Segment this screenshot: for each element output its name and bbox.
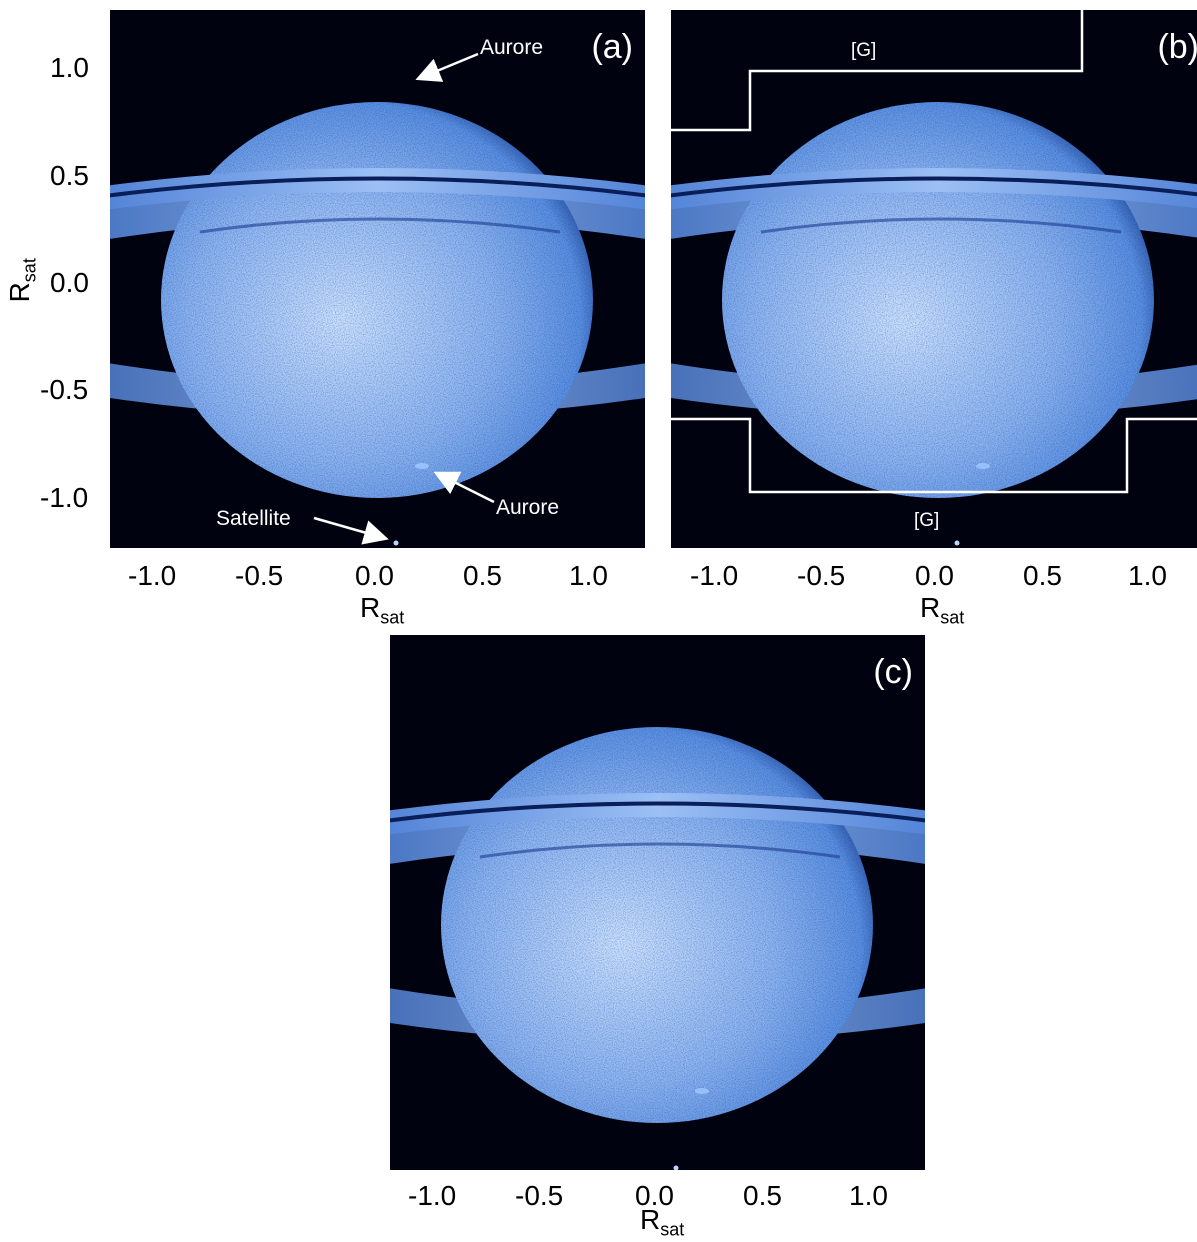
y-tick-label: -0.5 <box>40 374 89 405</box>
x-tick-label: -0.5 <box>515 1180 564 1211</box>
region-bottom-outline <box>671 417 1197 494</box>
annotation-satellite: Satellite <box>216 507 291 530</box>
annotation-arrows-a <box>313 52 495 545</box>
y-tick-label: -1.0 <box>40 482 89 513</box>
saturn-image-b <box>671 102 1197 546</box>
x-tick-label: 1.0 <box>1128 560 1167 591</box>
image-panel-a: (a) Aurore Aurore Satellite <box>110 10 645 548</box>
y-tick-label: 0.0 <box>50 267 89 298</box>
x-tick-label: 0.0 <box>355 560 394 591</box>
region-outline-b <box>671 10 1197 494</box>
image-panel-b: (b) [G] [G] <box>671 10 1197 548</box>
x-tick-label: 0.0 <box>635 1180 674 1211</box>
arrow-satellite <box>313 516 389 545</box>
arrow-aurora-bottom <box>433 471 495 504</box>
x-tick-label: -1.0 <box>690 560 739 591</box>
x-axis-label-b: Rsat <box>920 592 965 628</box>
region-label-top: [G] <box>851 40 877 61</box>
x-tick-label: 0.5 <box>1023 560 1062 591</box>
x-tick-label: 0.5 <box>743 1180 782 1211</box>
y-tick-label: 1.0 <box>50 52 89 83</box>
x-axis-label-c: Rsat <box>640 1204 685 1240</box>
annotation-aurora-top: Aurore <box>480 36 544 59</box>
x-tick-label: 1.0 <box>569 560 608 591</box>
x-tick-label: -1.0 <box>408 1180 457 1211</box>
panel-letter-b: (b) <box>1157 28 1197 66</box>
x-tick-label: 0.0 <box>915 560 954 591</box>
x-tick-label: -0.5 <box>797 560 846 591</box>
region-top-outline <box>671 10 1084 132</box>
region-label-bottom: [G] <box>914 510 940 531</box>
x-axis-label-a: Rsat <box>360 592 405 628</box>
annotation-aurora-bottom: Aurore <box>496 496 560 519</box>
y-tick-label: 0.5 <box>50 160 89 191</box>
x-tick-label: 1.0 <box>849 1180 888 1211</box>
saturn-image-c <box>390 727 925 1170</box>
y-axis-label-a: Rsat <box>3 258 40 303</box>
x-tick-label: -0.5 <box>235 560 284 591</box>
panel-letter-a: (a) <box>591 28 633 66</box>
x-tick-label: -1.0 <box>128 560 177 591</box>
saturn-image-a <box>110 102 645 546</box>
panel-letter-c: (c) <box>873 653 913 691</box>
image-panel-c: (c) <box>390 635 925 1170</box>
x-tick-label: 0.5 <box>463 560 502 591</box>
arrow-aurora-top <box>415 52 479 82</box>
